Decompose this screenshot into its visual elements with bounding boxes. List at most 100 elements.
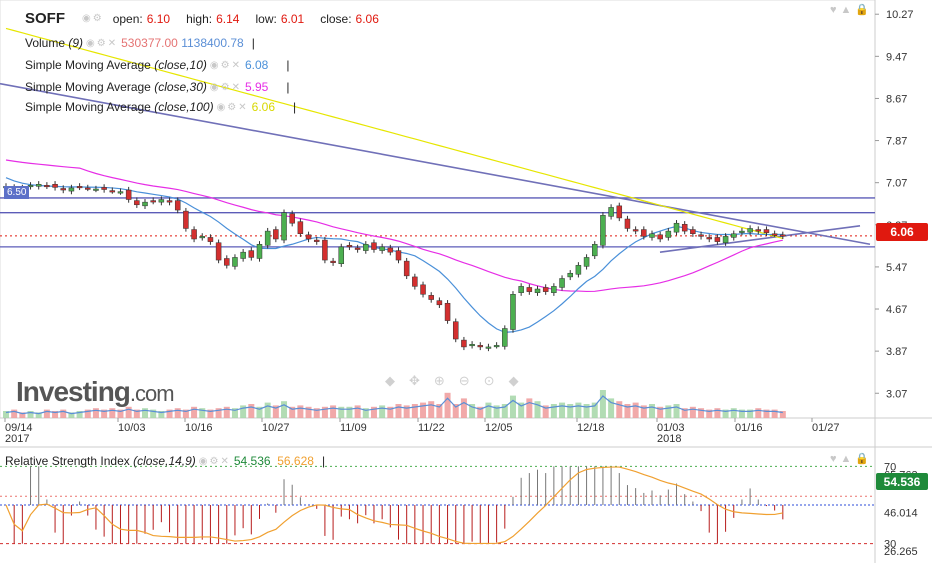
high-value: 6.14 (216, 11, 240, 26)
candle-body (35, 184, 42, 187)
main-pane (0, 0, 876, 419)
candle-body (428, 295, 434, 300)
volume-indicator[interactable]: Volume (9) ◉⚙✕ 530377.00 1138400.78 | (25, 36, 255, 50)
candle-body (567, 272, 573, 278)
close-value: 6.06 (355, 11, 379, 26)
volume-bar (313, 408, 320, 418)
volume-bar (191, 406, 198, 418)
rsi-toolbar-icons[interactable]: ♥▲🔒 (830, 453, 874, 465)
volume-bar (52, 411, 59, 418)
x-tick-year: 2018 (657, 433, 681, 445)
candle-body (771, 233, 778, 236)
volume-bar (665, 405, 672, 418)
candle-body (346, 245, 353, 248)
volume-bar (354, 405, 361, 418)
downtrend-line (0, 82, 871, 246)
volume-bar (771, 409, 778, 418)
volume-bar (501, 404, 508, 418)
candle-body (649, 233, 655, 238)
chart-toolbar-icons[interactable]: ♥▲🔒 (830, 4, 874, 16)
volume-bar (125, 406, 132, 418)
indicator-controls-icon[interactable]: ◉⚙✕ (216, 101, 249, 113)
volume-bar (599, 390, 606, 418)
candle-body (109, 190, 116, 193)
rsi-value-badge: 54.536 (876, 473, 928, 490)
candle-body (363, 244, 369, 251)
x-tick-label: 01/16 (735, 422, 763, 434)
volume-bar (117, 409, 124, 418)
candle-body (575, 265, 582, 275)
candle-body (592, 244, 598, 257)
y-tick-label: 9.47 (886, 51, 907, 63)
candle-body (616, 205, 623, 219)
candle-body (469, 344, 475, 347)
candle-body (224, 258, 230, 266)
volume-bar (35, 412, 42, 418)
candle-body (125, 189, 132, 200)
zoom-icon[interactable]: ◆✥⊕⊖⊙◆ (385, 373, 533, 388)
volume-bar (346, 406, 353, 418)
candle-body (755, 229, 762, 232)
volume-bar (542, 405, 549, 418)
candle-body (93, 188, 99, 191)
ohlc-header: SOFF ◉⚙ open: 6.10 high: 6.14 low: 6.01 … (0, 10, 395, 27)
volume-bar (272, 405, 279, 418)
volume-bar (444, 392, 451, 418)
volume-bar (379, 405, 386, 418)
sma30-indicator[interactable]: Simple Moving Average (close,30) ◉⚙✕ 5.9… (25, 80, 290, 94)
candle-body (722, 236, 729, 243)
volume-value-2: 1138400.78 (181, 36, 244, 50)
sma10-line (5, 177, 783, 333)
candle-body (518, 286, 524, 293)
candle-body (559, 278, 565, 288)
volume-bar (460, 398, 467, 418)
indicator-params: (9) (68, 36, 84, 50)
candle-body (117, 191, 124, 194)
volume-bar (624, 404, 631, 418)
sma100-value: 6.06 (251, 100, 276, 114)
volume-bar (681, 408, 688, 418)
candle-body (461, 339, 467, 348)
rsi-header[interactable]: Relative Strength Index (close,14,9) ◉⚙✕… (5, 454, 326, 468)
candle-body (731, 233, 737, 238)
volume-value-1: 530377.00 (121, 36, 178, 50)
candle-body (493, 345, 500, 348)
candle-body (608, 207, 614, 217)
volume-bar (182, 409, 189, 418)
volume-bar (403, 405, 410, 418)
indicator-controls-icon[interactable]: ◉⚙✕ (209, 81, 242, 93)
volume-bar (689, 406, 696, 418)
volume-bar (616, 401, 623, 418)
volume-bar (493, 405, 500, 418)
candle-body (665, 230, 672, 238)
candle-body (395, 250, 402, 261)
sma100-indicator[interactable]: Simple Moving Average (close,100) ◉⚙✕ 6.… (25, 100, 297, 114)
candle-body (44, 185, 50, 188)
candle-body (305, 234, 312, 240)
volume-bar (747, 409, 754, 418)
candle-body (681, 224, 688, 232)
volume-bar (338, 406, 345, 418)
candle-body (207, 237, 214, 242)
volume-bar (575, 402, 582, 418)
candle-body (150, 200, 156, 203)
x-tick-label: 10/03 (118, 422, 146, 434)
indicator-controls-icon[interactable]: ◉⚙✕ (198, 455, 231, 467)
rsi-axis-label: 30 (884, 539, 896, 551)
candle-body (624, 218, 631, 229)
sma10-indicator[interactable]: Simple Moving Average (close,10) ◉⚙✕ 6.0… (25, 58, 290, 72)
volume-bar (92, 408, 99, 418)
candle-body (477, 345, 484, 348)
volume-bar (428, 401, 435, 418)
volume-bar (608, 398, 615, 418)
y-tick-label: 4.67 (886, 304, 907, 316)
indicator-controls-icon[interactable]: ◉⚙✕ (86, 37, 119, 49)
volume-bar (518, 402, 525, 418)
candle-body (183, 210, 189, 229)
eye-icon[interactable]: ◉⚙ (82, 13, 104, 24)
indicator-controls-icon[interactable]: ◉⚙✕ (209, 59, 242, 71)
symbol-label: SOFF (25, 10, 65, 27)
volume-bar (755, 408, 762, 418)
candle-body (273, 229, 279, 240)
